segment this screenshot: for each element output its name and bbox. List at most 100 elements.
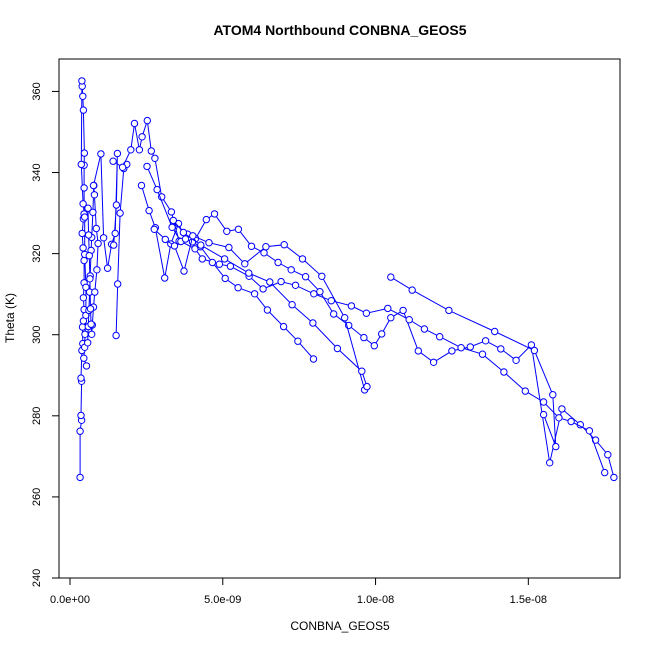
series-line-9 [390, 276, 557, 447]
data-point [512, 356, 520, 364]
data-point [111, 229, 119, 238]
data-series [76, 77, 618, 482]
data-point [567, 417, 575, 426]
data-point [491, 327, 499, 336]
data-point [76, 473, 84, 482]
data-point [414, 347, 422, 355]
data-point [333, 344, 342, 353]
data-point [147, 147, 156, 155]
data-point [145, 206, 153, 215]
data-point [99, 234, 108, 242]
data-point [78, 77, 86, 85]
data-point [179, 228, 188, 237]
data-point [82, 283, 90, 291]
data-point [263, 306, 272, 314]
data-point [220, 255, 229, 263]
y-tick-label: 260 [31, 488, 43, 506]
data-point [79, 92, 87, 101]
data-point [81, 330, 89, 338]
x-tick-label: 1.0e-08 [357, 594, 394, 606]
data-point [280, 241, 288, 249]
y-tick-label: 300 [31, 326, 43, 344]
data-point [358, 367, 366, 375]
data-point [585, 427, 594, 435]
data-point [360, 333, 368, 342]
data-point [327, 297, 335, 305]
data-point [168, 223, 176, 232]
data-point [91, 288, 99, 296]
data-point [86, 275, 94, 283]
data-point [167, 208, 176, 216]
data-point [448, 347, 456, 355]
data-point [288, 301, 296, 309]
data-point [245, 269, 253, 277]
series-line-7 [141, 185, 314, 360]
data-point [103, 264, 112, 272]
data-point [80, 184, 88, 192]
data-point [80, 256, 88, 265]
data-point [127, 146, 135, 154]
data-point [112, 331, 120, 340]
data-point [601, 468, 609, 477]
data-point [555, 414, 563, 422]
data-point [221, 274, 229, 283]
data-point [387, 273, 395, 281]
data-point [309, 319, 317, 327]
data-point [408, 286, 416, 294]
data-point [88, 330, 96, 338]
data-point [84, 231, 93, 239]
data-point [113, 149, 122, 158]
data-point [226, 262, 235, 270]
data-point [539, 398, 548, 406]
data-point [370, 342, 378, 350]
data-point [112, 201, 121, 209]
data-point [189, 232, 197, 240]
data-point [247, 242, 256, 251]
data-point [225, 243, 233, 252]
data-point [198, 255, 207, 263]
data-point [208, 258, 217, 267]
data-point [530, 346, 539, 355]
data-point [539, 410, 548, 419]
x-tick-label: 1.5e-08 [510, 594, 547, 606]
data-point [79, 200, 87, 208]
data-point [497, 345, 505, 353]
data-point [86, 305, 95, 313]
x-axis-label: CONBNA_GEOS5 [290, 619, 390, 633]
data-point [309, 355, 318, 363]
data-point [137, 181, 146, 190]
data-point [223, 227, 231, 236]
data-point [552, 442, 560, 451]
data-point [604, 451, 612, 459]
x-tick-label: 5.0e-09 [204, 594, 241, 606]
data-point [89, 181, 98, 190]
data-point [429, 358, 438, 366]
data-point [420, 325, 429, 333]
data-point [202, 215, 211, 224]
data-point [77, 411, 85, 420]
data-point [549, 391, 557, 399]
data-point [93, 266, 101, 274]
data-point [92, 224, 101, 233]
data-point [527, 341, 536, 349]
data-point [161, 274, 169, 282]
data-point [181, 235, 190, 243]
y-tick-label: 320 [31, 244, 43, 262]
data-point [109, 157, 117, 165]
data-point [94, 239, 102, 248]
chart-title: ATOM4 Northbound CONBNA_GEOS5 [213, 22, 466, 38]
data-point [521, 387, 529, 395]
data-point [279, 322, 288, 331]
data-point [266, 278, 274, 286]
data-point [81, 213, 89, 221]
data-point [78, 229, 86, 238]
data-point [215, 260, 224, 268]
series-line-3 [93, 153, 118, 269]
data-point [77, 374, 85, 382]
data-point [445, 306, 453, 315]
data-point [274, 258, 282, 267]
data-point [143, 116, 152, 125]
data-point [250, 290, 259, 298]
data-point [363, 382, 371, 391]
data-point [457, 344, 465, 352]
